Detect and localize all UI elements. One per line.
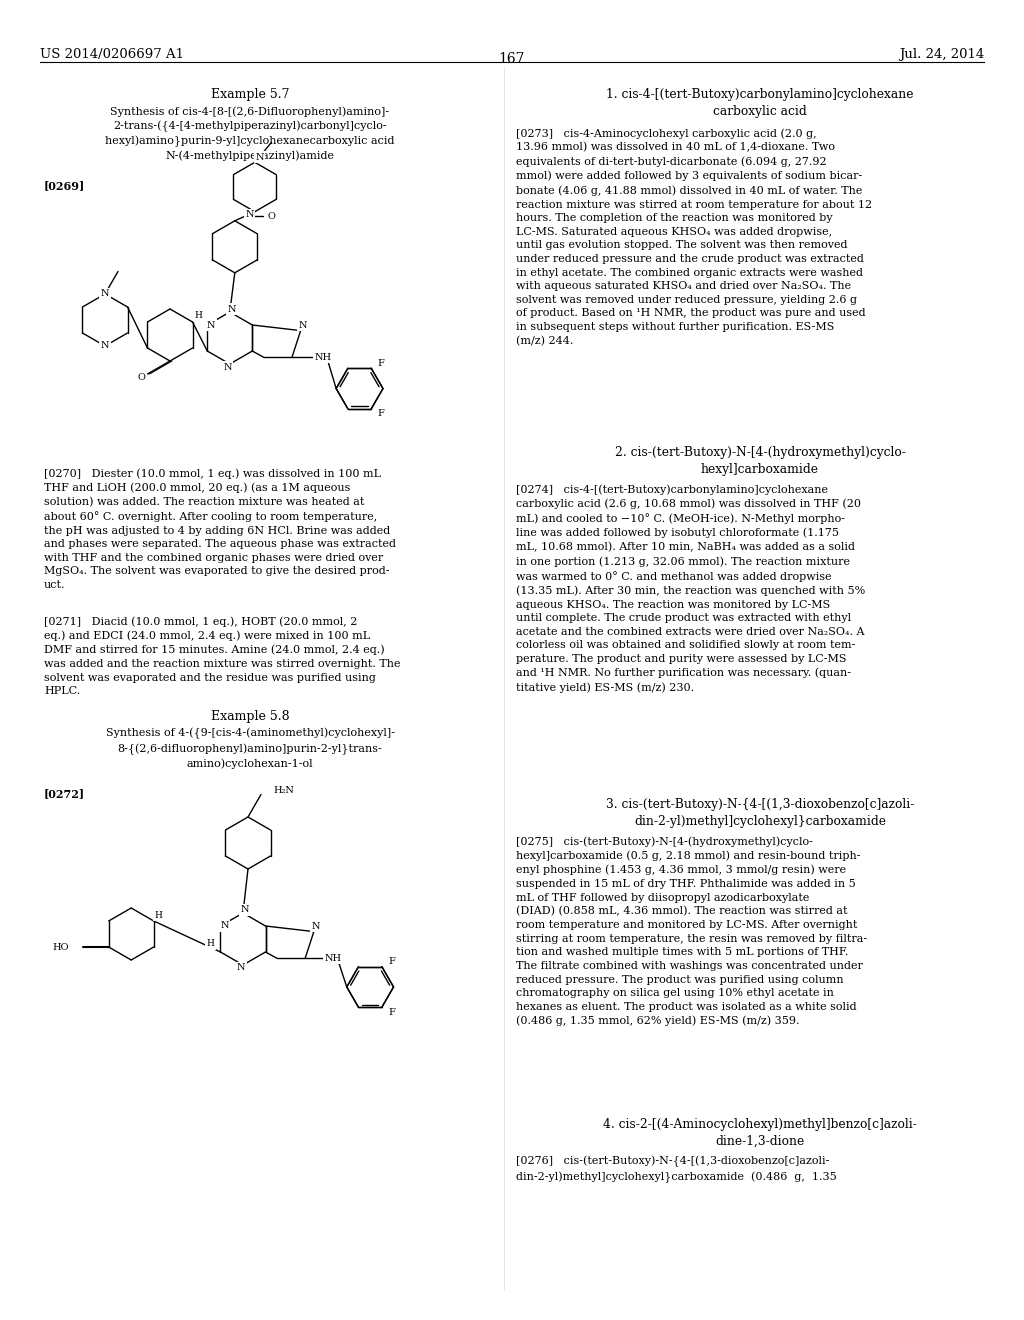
Text: 167: 167 (499, 51, 525, 66)
Text: [0273]   cis-4-Aminocyclohexyl carboxylic acid (2.0 g,
13.96 mmol) was dissolved: [0273] cis-4-Aminocyclohexyl carboxylic … (516, 128, 872, 346)
Text: H: H (155, 911, 163, 920)
Text: N: N (100, 342, 110, 351)
Text: H: H (195, 312, 203, 321)
Text: F: F (378, 409, 385, 418)
Text: N: N (246, 210, 254, 219)
Text: F: F (388, 1007, 395, 1016)
Text: N: N (241, 906, 249, 915)
Text: N: N (220, 921, 228, 931)
Text: 2. cis-(tert-Butoxy)-N-[4-(hydroxymethyl)cyclo-
hexyl]carboxamide: 2. cis-(tert-Butoxy)-N-[4-(hydroxymethyl… (614, 446, 905, 477)
Text: 4. cis-2-[(4-Aminocyclohexyl)methyl]benzo[c]azoli-
dine-1,3-dione: 4. cis-2-[(4-Aminocyclohexyl)methyl]benz… (603, 1118, 916, 1148)
Text: [0274]   cis-4-[(tert-Butoxy)carbonylamino]cyclohexane
carboxylic acid (2.6 g, 1: [0274] cis-4-[(tert-Butoxy)carbonylamino… (516, 484, 865, 693)
Text: NH: NH (314, 352, 332, 362)
Text: [0269]: [0269] (44, 180, 85, 191)
Text: 3. cis-(tert-Butoxy)-N-{4-[(1,3-dioxobenzo[c]azoli-
din-2-yl)methyl]cyclohexyl}c: 3. cis-(tert-Butoxy)-N-{4-[(1,3-dioxoben… (606, 799, 914, 828)
Text: Example 5.8: Example 5.8 (211, 710, 290, 723)
Text: H: H (207, 940, 214, 949)
Text: Example 5.7: Example 5.7 (211, 88, 289, 102)
Text: 1. cis-4-[(tert-Butoxy)carbonylamino]cyclohexane
carboxylic acid: 1. cis-4-[(tert-Butoxy)carbonylamino]cyc… (606, 88, 913, 117)
Text: Jul. 24, 2014: Jul. 24, 2014 (899, 48, 984, 61)
Text: F: F (388, 957, 395, 966)
Text: [0276]   cis-(tert-Butoxy)-N-{4-[(1,3-dioxobenzo[c]azoli-
din-2-yl)methyl]cycloh: [0276] cis-(tert-Butoxy)-N-{4-[(1,3-diox… (516, 1156, 837, 1183)
Text: H₂N: H₂N (273, 785, 294, 795)
Text: Synthesis of 4-({9-[cis-4-(aminomethyl)cyclohexyl]-
8-{(2,6-difluorophenyl)amino: Synthesis of 4-({9-[cis-4-(aminomethyl)c… (105, 729, 394, 770)
Text: O: O (137, 374, 145, 383)
Text: N: N (256, 153, 264, 162)
Text: N: N (223, 363, 232, 371)
Text: [0272]: [0272] (44, 788, 85, 799)
Text: [0275]   cis-(tert-Butoxy)-N-[4-(hydroxymethyl)cyclo-
hexyl]carboxamide (0.5 g, : [0275] cis-(tert-Butoxy)-N-[4-(hydroxyme… (516, 836, 867, 1027)
Text: N: N (298, 321, 307, 330)
Text: F: F (378, 359, 385, 368)
Text: N: N (100, 289, 110, 298)
Text: O: O (267, 211, 274, 220)
Text: N: N (227, 305, 237, 314)
Text: NH: NH (325, 954, 342, 962)
Text: [0271]   Diacid (10.0 mmol, 1 eq.), HOBT (20.0 mmol, 2
eq.) and EDCI (24.0 mmol,: [0271] Diacid (10.0 mmol, 1 eq.), HOBT (… (44, 616, 400, 696)
Text: N: N (237, 964, 246, 973)
Text: N: N (311, 923, 321, 931)
Text: N: N (207, 321, 215, 330)
Text: US 2014/0206697 A1: US 2014/0206697 A1 (40, 48, 184, 61)
Text: [0270]   Diester (10.0 mmol, 1 eq.) was dissolved in 100 mL
THF and LiOH (200.0 : [0270] Diester (10.0 mmol, 1 eq.) was di… (44, 469, 396, 590)
Text: Synthesis of cis-4-[8-[(2,6-Difluorophenyl)amino]-
2-trans-({4-[4-methylpiperazi: Synthesis of cis-4-[8-[(2,6-Difluorophen… (105, 106, 394, 161)
Text: HO: HO (52, 942, 69, 952)
